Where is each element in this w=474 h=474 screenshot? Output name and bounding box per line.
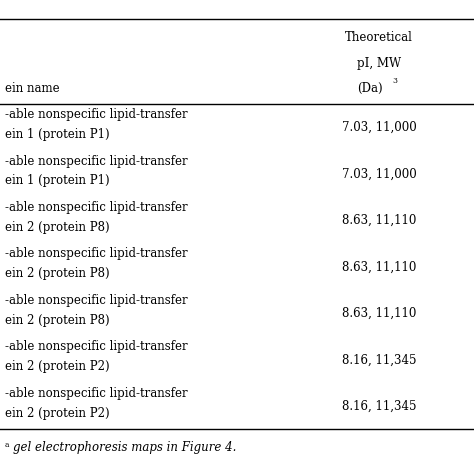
Text: -able nonspecific lipid-transfer: -able nonspecific lipid-transfer — [5, 201, 187, 214]
Text: ein 1 (protein P1): ein 1 (protein P1) — [5, 174, 109, 187]
Text: ein 2 (protein P8): ein 2 (protein P8) — [5, 267, 109, 280]
Text: pI, MW: pI, MW — [357, 57, 401, 70]
Text: 7.03, 11,000: 7.03, 11,000 — [342, 121, 417, 134]
Text: ein 2 (protein P2): ein 2 (protein P2) — [5, 407, 109, 419]
Text: gel electrophoresis maps in Figure 4.: gel electrophoresis maps in Figure 4. — [13, 441, 237, 454]
Text: 7.03, 11,000: 7.03, 11,000 — [342, 167, 417, 181]
Text: 8.63, 11,110: 8.63, 11,110 — [342, 260, 416, 273]
Text: 8.16, 11,345: 8.16, 11,345 — [342, 353, 417, 366]
Text: -able nonspecific lipid-transfer: -able nonspecific lipid-transfer — [5, 340, 187, 353]
Text: -able nonspecific lipid-transfer: -able nonspecific lipid-transfer — [5, 387, 187, 400]
Text: ein 2 (protein P8): ein 2 (protein P8) — [5, 314, 109, 327]
Text: Theoretical: Theoretical — [345, 31, 413, 44]
Text: 3: 3 — [392, 77, 398, 85]
Text: -able nonspecific lipid-transfer: -able nonspecific lipid-transfer — [5, 155, 187, 167]
Text: 8.63, 11,110: 8.63, 11,110 — [342, 214, 416, 227]
Text: ein 1 (protein P1): ein 1 (protein P1) — [5, 128, 109, 141]
Text: -able nonspecific lipid-transfer: -able nonspecific lipid-transfer — [5, 247, 187, 260]
Text: 8.63, 11,110: 8.63, 11,110 — [342, 307, 416, 320]
Text: ein name: ein name — [5, 82, 59, 95]
Text: -able nonspecific lipid-transfer: -able nonspecific lipid-transfer — [5, 294, 187, 307]
Text: ein 2 (protein P8): ein 2 (protein P8) — [5, 221, 109, 234]
Text: (Da): (Da) — [357, 82, 383, 95]
Text: 8.16, 11,345: 8.16, 11,345 — [342, 400, 417, 413]
Text: -able nonspecific lipid-transfer: -able nonspecific lipid-transfer — [5, 108, 187, 121]
Text: ein 2 (protein P2): ein 2 (protein P2) — [5, 360, 109, 373]
Text: a: a — [5, 441, 9, 449]
